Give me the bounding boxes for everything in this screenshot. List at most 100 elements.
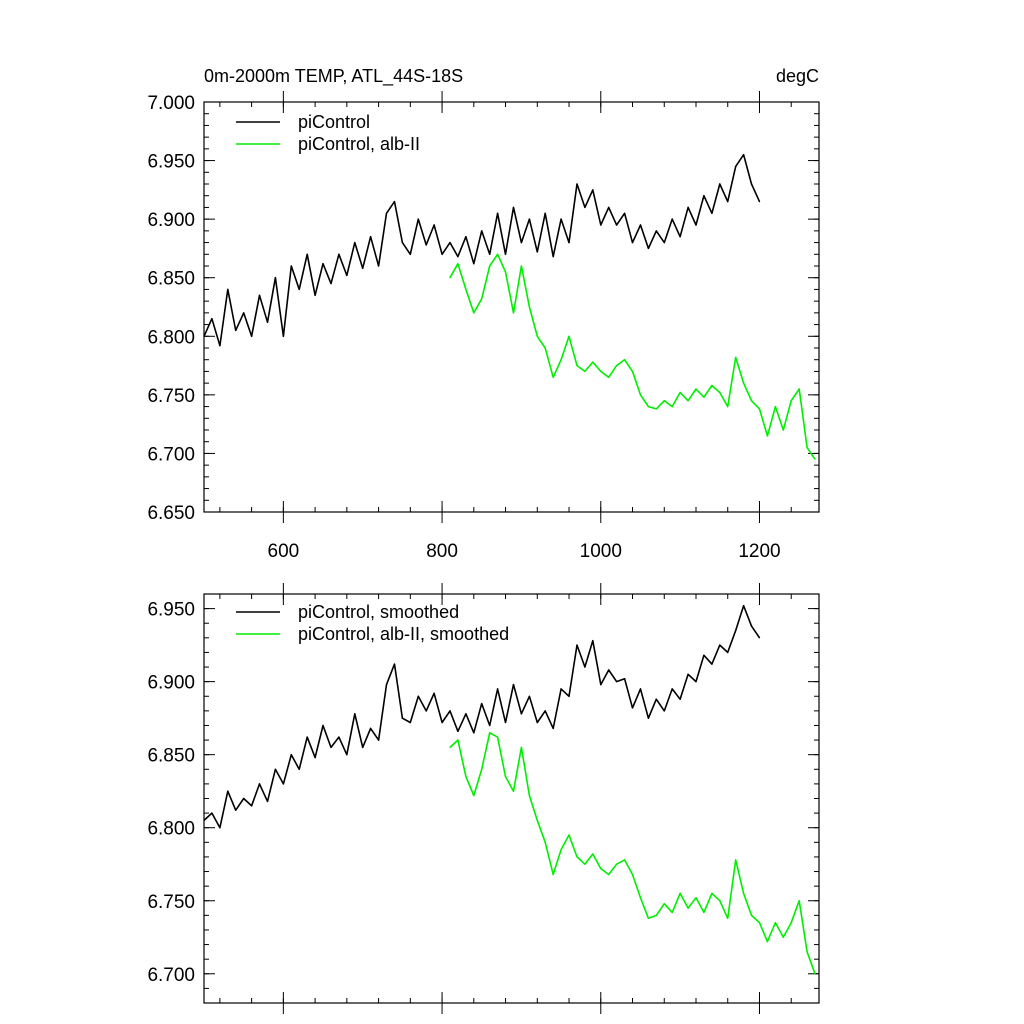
data-point [457,730,459,732]
data-point [203,819,205,822]
data-point [806,951,808,953]
data-point [647,917,650,919]
data-point [449,746,451,749]
data-point [608,206,610,208]
data-point [504,721,507,724]
data-point [631,707,634,709]
data-point [608,376,610,378]
data-point [251,805,253,807]
data-point [243,797,245,800]
data-point [409,253,411,255]
data-point [489,724,491,727]
chart-title: 0m-2000m TEMP, ATL_44S-18S [204,66,463,87]
data-point [592,189,594,191]
data-point [401,717,403,719]
data-point [695,224,697,226]
data-point [568,242,570,244]
data-point [647,717,650,719]
data-point [203,335,205,337]
data-point [235,809,237,811]
y-tick-label: 6.750 [147,386,195,407]
data-point [600,370,602,372]
data-point [520,242,523,244]
data-point [338,736,340,738]
data-point [711,892,713,895]
data-point [481,768,483,770]
data-point [536,819,538,822]
data-point [750,625,753,627]
data-point [362,746,364,749]
data-point [790,922,792,924]
data-point [274,768,276,770]
data-point [298,768,300,770]
data-point [727,917,729,919]
data-point [449,242,451,244]
data-point [282,783,284,785]
data-point [639,688,642,690]
data-point [219,827,221,829]
data-point [663,242,665,244]
y-tick-label: 7.000 [147,93,195,114]
data-point [711,212,713,214]
x-tick-label: 1000 [580,541,622,562]
data-point [568,695,570,697]
data-point [719,391,721,394]
data-point [528,795,531,797]
data-point [497,736,499,738]
data-point [504,271,507,273]
data-point [758,408,761,410]
data-point [481,298,483,300]
data-point [671,218,673,220]
data-point [298,288,300,290]
data-point [735,629,737,632]
data-point [631,242,634,244]
data-point [560,688,562,690]
data-point [703,195,705,197]
data-point [695,897,697,899]
data-point [624,678,626,680]
data-point [544,841,546,843]
data-point [425,244,427,246]
data-point [774,406,777,408]
data-point [457,256,459,258]
data-point [560,218,562,220]
data-point [385,684,388,686]
y-tick-label: 6.850 [147,269,195,290]
data-point [758,201,761,203]
legend-label: piControl, alb-II [298,134,420,154]
series-line-picontrol [203,153,761,347]
data-point [592,853,594,855]
data-point [330,283,332,285]
data-point [647,406,650,408]
data-point [727,201,729,203]
data-point [616,224,618,226]
data-point [528,218,531,220]
data-point [568,335,570,337]
data-point [743,605,745,607]
data-point [528,695,531,697]
y-tick-label: 6.700 [147,444,195,465]
data-point [679,236,681,238]
data-point [743,154,745,156]
data-point [417,218,419,220]
data-point [354,242,356,244]
data-point [735,859,737,861]
data-point [211,318,213,320]
data-point [584,666,586,668]
units-label: degC [776,66,819,86]
data-point [727,406,729,408]
data-point [306,736,308,738]
data-point [584,206,586,208]
data-point [663,710,665,712]
data-point [497,253,499,255]
data-point [528,306,531,308]
data-point [576,365,578,367]
data-point [520,746,523,749]
data-point [258,783,261,785]
data-point [354,713,356,715]
data-point [671,911,673,914]
data-point [338,253,340,255]
data-point [211,812,213,814]
data-point [266,800,269,803]
data-point [703,396,705,398]
